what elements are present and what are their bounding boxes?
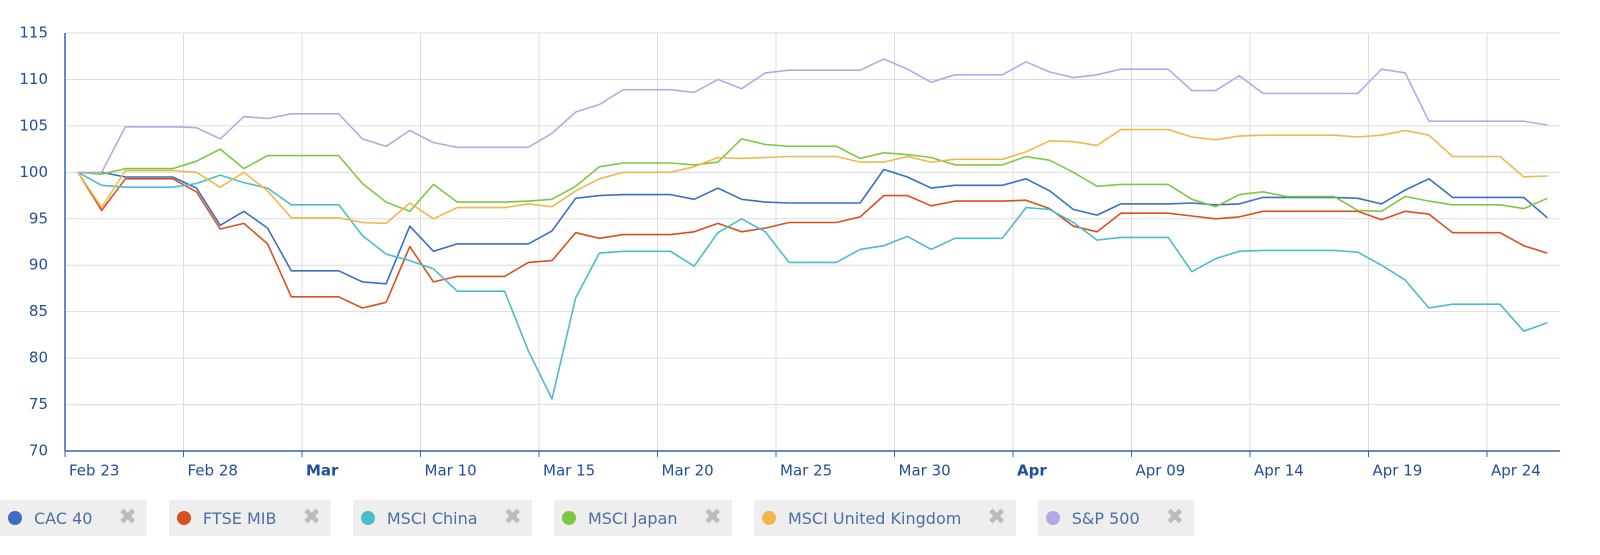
y-tick-label: 115 (19, 24, 48, 42)
x-tick-label: Apr 09 (1136, 462, 1186, 480)
legend-item: S&P 500 ✖ (1037, 500, 1195, 536)
x-tick-label: Mar 10 (425, 462, 477, 480)
remove-series-button[interactable]: ✖ (503, 505, 522, 530)
legend-marker (8, 511, 22, 525)
series-line (77, 171, 1548, 400)
remove-series-button[interactable]: ✖ (987, 505, 1006, 530)
legend-item: MSCI Japan ✖ (553, 500, 732, 536)
y-tick-label: 90 (29, 256, 48, 274)
remove-series-button[interactable]: ✖ (118, 505, 137, 530)
x-tick-label: Mar 20 (662, 462, 714, 480)
series-line (77, 128, 1548, 225)
legend-item: FTSE MIB ✖ (168, 500, 331, 536)
legend-item: MSCI China ✖ (352, 500, 532, 536)
x-tick-label: Feb 28 (188, 462, 238, 480)
x-tick-label: Apr 14 (1254, 462, 1304, 480)
legend-item: MSCI United Kingdom ✖ (753, 500, 1016, 536)
legend-item: CAC 40 ✖ (0, 500, 147, 536)
legend-label: FTSE MIB (202, 508, 277, 528)
y-tick-label: 80 (29, 349, 48, 367)
x-tick-label: Mar 25 (780, 462, 832, 480)
legend-marker (761, 511, 776, 525)
y-tick-label: 105 (19, 116, 48, 134)
x-tick-label: Mar 15 (543, 462, 595, 480)
legend-label: S&P 500 (1071, 508, 1140, 528)
legend-label: MSCI Japan (587, 508, 678, 528)
x-tick-label: Apr 24 (1491, 462, 1541, 480)
series-line (77, 171, 1548, 309)
series-line (78, 168, 1548, 285)
legend-marker (176, 511, 191, 525)
x-tick-label: Apr (1017, 462, 1047, 480)
y-tick-label: 95 (29, 209, 48, 227)
legend: CAC 40 ✖ FTSE MIB ✖ MSCI China ✖ MSCI Japan ✖ MS… (0, 500, 1195, 536)
x-tick-label: Mar 30 (899, 462, 951, 480)
x-tick-label: Feb 23 (69, 462, 119, 480)
y-tick-label: 100 (19, 163, 48, 181)
legend-label: CAC 40 (34, 508, 93, 528)
y-tick-label: 75 (29, 395, 48, 413)
legend-marker (1045, 511, 1060, 525)
x-tick-label: Apr 19 (1373, 462, 1423, 480)
legend-label: MSCI United Kingdom (787, 508, 962, 528)
legend-label: MSCI China (386, 508, 478, 528)
x-tick-label: Mar (306, 462, 339, 480)
legend-marker (561, 511, 576, 525)
remove-series-button[interactable]: ✖ (1165, 505, 1185, 530)
y-tick-label: 85 (29, 302, 48, 320)
y-tick-label: 110 (19, 70, 48, 88)
y-tick-label: 70 (29, 442, 48, 460)
series-line (78, 58, 1548, 174)
remove-series-button[interactable]: ✖ (302, 505, 321, 530)
chart: 70 75 80 85 90 95 100 105 110 115 Feb 23 Feb 28 Mar M… (19, 24, 1560, 480)
legend-marker (360, 511, 375, 525)
series-line (77, 138, 1548, 213)
remove-series-button[interactable]: ✖ (703, 505, 722, 530)
